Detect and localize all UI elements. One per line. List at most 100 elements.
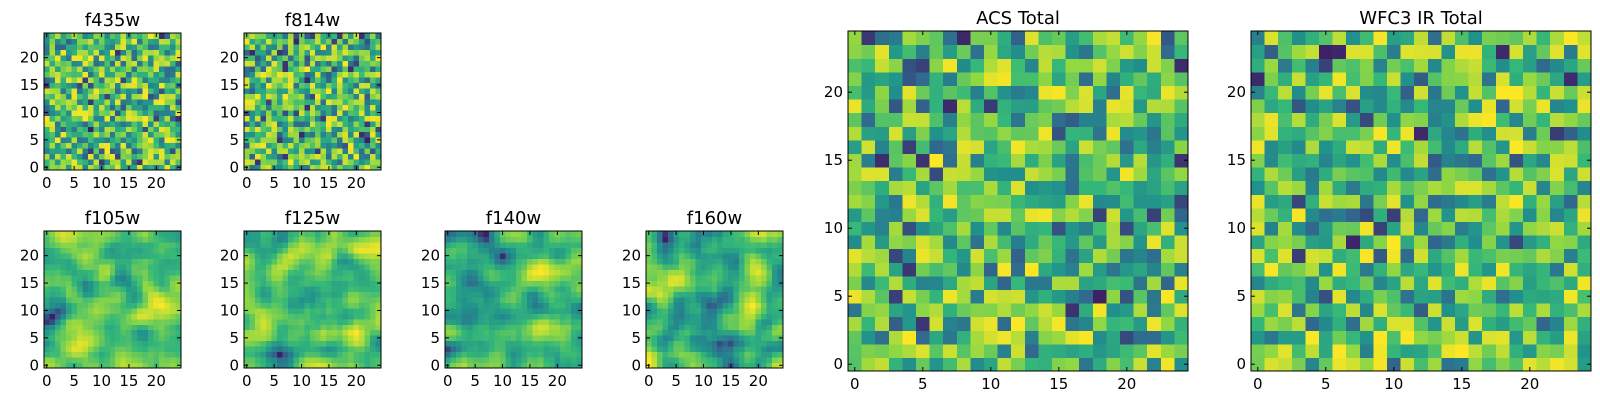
- heatmap-cell: [76, 159, 83, 166]
- heatmap-cell: [1251, 180, 1266, 195]
- heatmap-cell: [282, 329, 289, 336]
- heatmap-cell: [739, 285, 746, 292]
- heatmap-cell: [265, 269, 272, 276]
- heatmap-cell: [510, 258, 517, 265]
- heatmap-cell: [1278, 194, 1293, 209]
- heatmap-cell: [293, 357, 300, 364]
- heatmap-cell: [353, 148, 360, 155]
- heatmap-cell: [320, 236, 327, 243]
- heatmap-cell: [244, 115, 251, 122]
- heatmap-cell: [984, 31, 999, 46]
- heatmap-cell: [1563, 330, 1578, 345]
- y-tick-label: 15: [622, 274, 641, 292]
- heatmap-cell: [60, 104, 67, 111]
- heatmap-cell: [131, 313, 138, 320]
- heatmap-cell: [1346, 207, 1361, 222]
- heatmap-cell: [115, 126, 122, 133]
- heatmap-cell: [104, 60, 111, 67]
- heatmap-cell: [755, 340, 762, 347]
- heatmap-cell: [722, 231, 729, 238]
- heatmap-cell: [1441, 194, 1456, 209]
- heatmap-cell: [65, 60, 72, 67]
- heatmap-cell: [722, 258, 729, 265]
- heatmap-cell: [521, 269, 528, 276]
- heatmap-cell: [164, 60, 171, 67]
- heatmap-cell: [287, 324, 294, 331]
- heatmap-cell: [717, 236, 724, 243]
- heatmap-cell: [120, 93, 127, 100]
- heatmap-cell: [549, 258, 556, 265]
- heatmap-cell: [772, 302, 779, 309]
- heatmap-cell: [1147, 126, 1162, 141]
- heatmap-cell: [472, 280, 479, 287]
- heatmap-cell: [93, 274, 100, 281]
- heatmap-cell: [331, 109, 338, 116]
- heatmap-cell: [744, 329, 751, 336]
- heatmap-cell: [1052, 180, 1067, 195]
- heatmap-cell: [353, 104, 360, 111]
- heatmap-cell: [164, 65, 171, 72]
- heatmap-cell: [115, 98, 122, 105]
- heatmap-cell: [717, 269, 724, 276]
- heatmap-cell: [348, 324, 355, 331]
- heatmap-cell: [521, 280, 528, 287]
- heatmap-cell: [576, 318, 583, 325]
- heatmap-cell: [560, 296, 567, 303]
- heatmap-cell: [1065, 275, 1080, 290]
- heatmap-cell: [244, 241, 251, 249]
- heatmap-cell: [104, 241, 111, 249]
- heatmap-cell: [902, 207, 917, 222]
- heatmap-cell: [359, 137, 366, 144]
- heatmap-cell: [254, 291, 262, 298]
- heatmap-cell: [929, 153, 944, 168]
- heatmap-cell: [375, 104, 382, 111]
- heatmap-cell: [320, 76, 327, 83]
- heatmap-cell: [684, 340, 691, 347]
- heatmap-cell: [1065, 44, 1080, 59]
- heatmap-cell: [717, 247, 724, 254]
- heatmap-cell: [126, 153, 133, 160]
- heatmap-cell: [265, 93, 272, 100]
- heatmap-cell: [164, 346, 171, 353]
- heatmap-cell: [142, 71, 149, 78]
- heatmap-cell: [104, 274, 111, 281]
- heatmap-cell: [364, 82, 371, 89]
- heatmap-cell: [164, 126, 171, 133]
- heatmap-cell: [331, 318, 338, 325]
- heatmap-cell: [126, 280, 133, 287]
- heatmap-cell: [755, 296, 762, 303]
- heatmap-cell: [1441, 262, 1456, 277]
- heatmap-cell: [662, 280, 669, 287]
- heatmap-cell: [142, 98, 149, 105]
- heatmap-cell: [342, 236, 349, 243]
- heatmap-cell: [916, 99, 931, 114]
- heatmap-cell: [54, 87, 62, 94]
- heatmap-cell: [1120, 207, 1135, 222]
- heatmap-cell: [249, 153, 256, 160]
- heatmap-cell: [260, 346, 267, 353]
- heatmap-cell: [1106, 303, 1121, 318]
- heatmap-cell: [326, 153, 333, 160]
- heatmap-cell: [244, 38, 251, 45]
- heatmap-cell: [875, 31, 890, 46]
- heatmap-cell: [137, 148, 144, 155]
- heatmap-cell: [656, 285, 664, 292]
- heatmap-cell: [331, 335, 338, 342]
- heatmap-cell: [153, 153, 160, 160]
- heatmap-cell: [1106, 126, 1121, 141]
- heatmap-cell: [342, 115, 349, 122]
- heatmap-cell: [137, 38, 144, 45]
- heatmap-cell: [120, 258, 127, 265]
- heatmap-cell: [1359, 248, 1374, 263]
- heatmap-cell: [131, 126, 138, 133]
- heatmap-cell: [49, 115, 56, 122]
- heatmap-cell: [1024, 71, 1039, 86]
- heatmap-cell: [1052, 126, 1067, 141]
- heatmap-cell: [554, 335, 561, 342]
- heatmap-cell: [1400, 221, 1415, 236]
- heatmap-cell: [342, 231, 349, 238]
- heatmap-cell: [902, 126, 917, 141]
- heatmap-cell: [304, 109, 311, 116]
- heatmap-cell: [929, 275, 944, 290]
